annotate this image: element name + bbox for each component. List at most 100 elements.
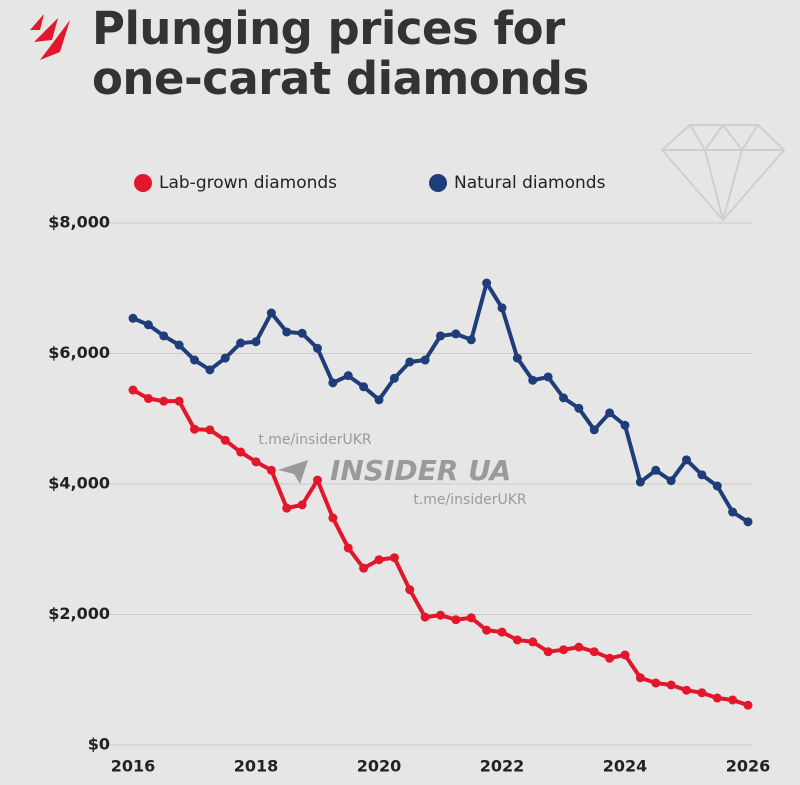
data-point bbox=[282, 503, 292, 513]
data-point bbox=[220, 353, 230, 363]
data-point bbox=[313, 475, 322, 485]
data-point bbox=[389, 553, 399, 563]
diamond-icon bbox=[660, 123, 786, 222]
watermark-icon bbox=[278, 460, 308, 484]
data-point bbox=[436, 331, 445, 341]
legend-marker bbox=[429, 174, 447, 192]
data-point bbox=[420, 355, 430, 365]
data-point bbox=[743, 700, 753, 710]
y-tick-label: $6,000 bbox=[48, 343, 110, 362]
data-point bbox=[451, 615, 461, 625]
data-point bbox=[174, 396, 184, 406]
data-point bbox=[712, 481, 722, 491]
x-tick-label: 2016 bbox=[111, 757, 156, 776]
data-point bbox=[635, 477, 645, 487]
data-point bbox=[574, 403, 584, 413]
data-point bbox=[190, 355, 199, 365]
data-point bbox=[666, 680, 676, 690]
data-point bbox=[543, 372, 553, 382]
data-point bbox=[497, 303, 507, 313]
data-point bbox=[574, 642, 584, 652]
data-point bbox=[359, 382, 369, 392]
data-point bbox=[436, 610, 445, 620]
data-point bbox=[297, 500, 307, 510]
x-tick-label: 2020 bbox=[357, 757, 402, 776]
data-point bbox=[251, 457, 261, 467]
data-point bbox=[143, 320, 153, 330]
data-point bbox=[313, 343, 322, 353]
data-point bbox=[328, 513, 338, 523]
x-tick-label: 2026 bbox=[726, 757, 771, 776]
data-point bbox=[528, 637, 538, 647]
data-point bbox=[451, 329, 461, 339]
data-point bbox=[159, 396, 169, 406]
y-tick-label: $2,000 bbox=[48, 604, 110, 623]
data-point bbox=[589, 425, 599, 435]
data-point bbox=[359, 563, 369, 573]
data-point bbox=[466, 335, 476, 345]
data-point bbox=[528, 375, 538, 385]
data-point bbox=[236, 447, 246, 457]
data-point bbox=[512, 353, 522, 363]
data-point bbox=[512, 635, 522, 645]
data-point bbox=[697, 688, 707, 698]
data-point bbox=[605, 653, 615, 663]
data-point bbox=[174, 340, 184, 350]
data-point bbox=[343, 371, 353, 381]
data-point bbox=[605, 408, 615, 418]
data-point bbox=[251, 337, 261, 347]
data-point bbox=[282, 327, 292, 337]
data-point bbox=[682, 455, 691, 465]
data-point bbox=[712, 693, 722, 703]
data-point bbox=[651, 678, 661, 688]
data-point bbox=[205, 425, 215, 435]
data-point bbox=[635, 673, 645, 683]
data-point bbox=[743, 517, 753, 527]
y-tick-label: $8,000 bbox=[48, 213, 110, 232]
data-point bbox=[728, 695, 738, 705]
data-point bbox=[374, 395, 384, 405]
data-point bbox=[143, 394, 153, 404]
data-point bbox=[697, 470, 707, 480]
data-point bbox=[389, 373, 399, 383]
data-point bbox=[620, 420, 630, 430]
data-point bbox=[620, 650, 630, 660]
chart-title: Plunging prices for one-carat diamonds bbox=[92, 2, 589, 105]
data-point bbox=[236, 338, 246, 348]
data-point bbox=[266, 308, 276, 318]
data-point bbox=[589, 647, 599, 657]
logo bbox=[30, 14, 70, 60]
legend-label: Natural diamonds bbox=[454, 173, 606, 193]
watermark-brand: INSIDER UA bbox=[330, 454, 511, 487]
data-point bbox=[405, 585, 415, 595]
data-point bbox=[497, 627, 507, 637]
data-point bbox=[159, 331, 169, 341]
data-point bbox=[343, 543, 353, 553]
data-point bbox=[405, 357, 415, 367]
legend-marker bbox=[134, 174, 152, 192]
data-point bbox=[205, 365, 215, 375]
data-point bbox=[543, 647, 553, 657]
data-point bbox=[190, 424, 199, 434]
data-point bbox=[728, 507, 738, 517]
y-tick-label: $0 bbox=[88, 735, 110, 754]
data-point bbox=[482, 625, 492, 635]
data-point bbox=[266, 465, 276, 475]
data-point bbox=[328, 378, 338, 388]
x-tick-label: 2018 bbox=[234, 757, 279, 776]
data-point bbox=[420, 612, 430, 622]
data-point bbox=[482, 278, 492, 288]
data-point bbox=[466, 613, 476, 623]
watermark-url: t.me/insiderUKR bbox=[413, 492, 527, 508]
data-point bbox=[559, 393, 568, 403]
data-point bbox=[682, 685, 691, 695]
data-point bbox=[128, 313, 138, 323]
y-tick-label: $4,000 bbox=[48, 474, 110, 493]
data-point bbox=[297, 328, 307, 338]
data-point bbox=[128, 385, 138, 395]
data-point bbox=[666, 476, 676, 486]
data-point bbox=[559, 645, 568, 655]
data-point bbox=[651, 465, 661, 475]
